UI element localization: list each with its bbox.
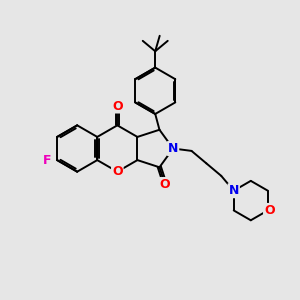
Text: N: N: [168, 142, 178, 155]
Text: F: F: [43, 154, 52, 166]
Text: O: O: [160, 178, 170, 191]
Text: O: O: [112, 165, 123, 178]
Text: O: O: [112, 100, 123, 112]
Text: N: N: [229, 184, 239, 197]
Text: O: O: [264, 204, 275, 217]
